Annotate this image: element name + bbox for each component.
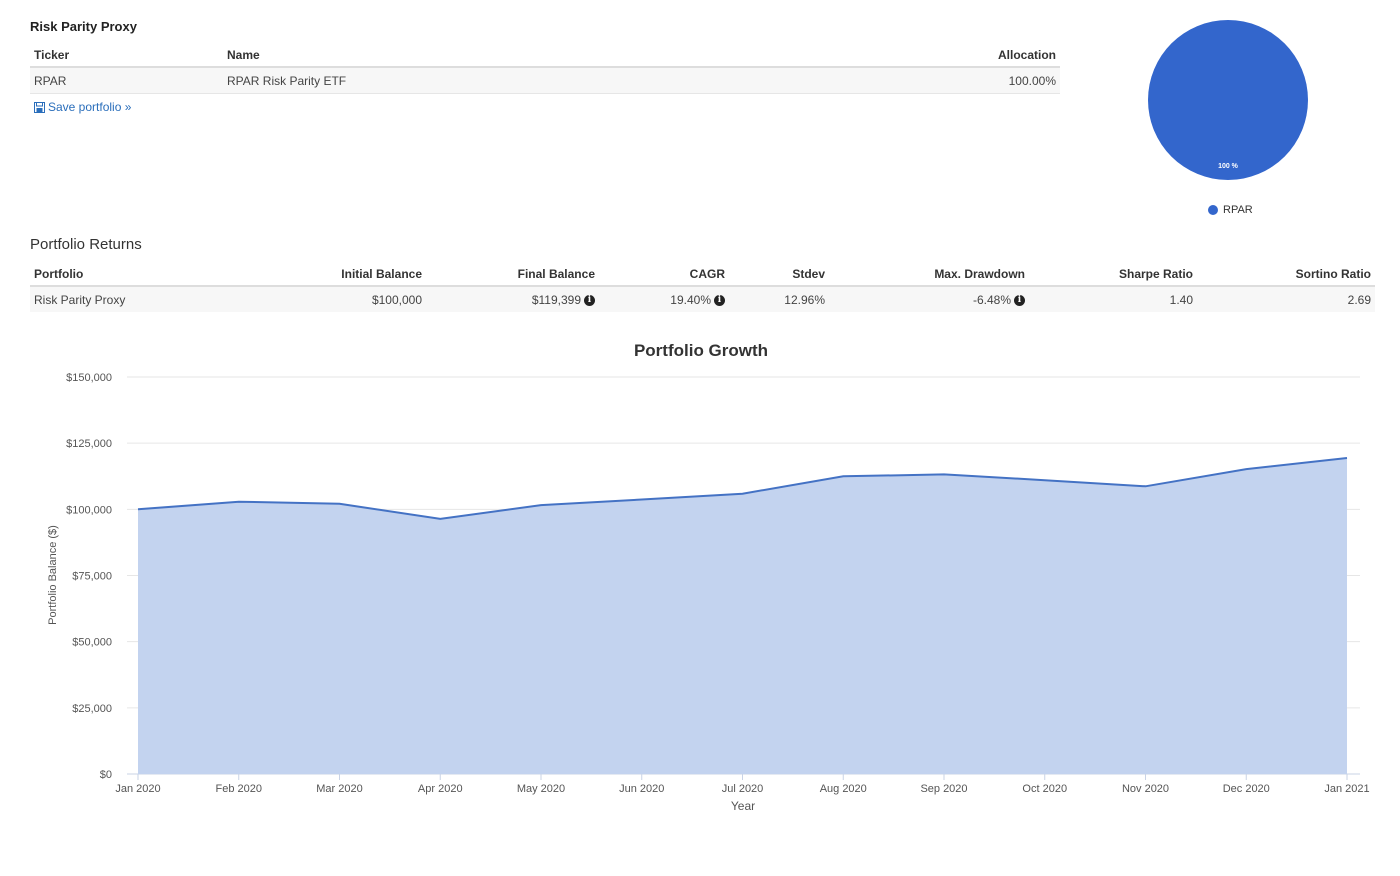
y-tick-label: $25,000 — [72, 703, 112, 715]
x-tick-label: Apr 2020 — [418, 783, 463, 795]
x-tick-label: May 2020 — [517, 783, 565, 795]
portfolio-title: Risk Parity Proxy — [30, 19, 137, 34]
x-tick-label: Oct 2020 — [1022, 783, 1067, 795]
x-tick-label: Jun 2020 — [619, 783, 664, 795]
x-tick-label: Mar 2020 — [316, 783, 362, 795]
pie-legend[interactable]: RPAR — [1208, 204, 1253, 216]
growth-area — [138, 458, 1347, 774]
y-tick-label: $50,000 — [72, 637, 112, 649]
name-cell: RPAR Risk Parity ETF — [223, 67, 774, 94]
y-tick-label: $150,000 — [66, 372, 112, 384]
cagr-value: 19.40% — [670, 292, 711, 307]
table-row: RPAR RPAR Risk Parity ETF 100.00% — [30, 67, 1060, 94]
y-axis-label: Portfolio Balance ($) — [47, 525, 59, 625]
growth-line[interactable] — [137, 457, 1348, 520]
portfolio-growth-chart: Portfolio Growth $0 $25,000 $50,000 $75,000… — [0, 330, 1400, 830]
chart-title: Portfolio Growth — [634, 341, 768, 360]
col-sortino: Sortino Ratio — [1197, 263, 1375, 287]
x-tick-label: Aug 2020 — [820, 783, 867, 795]
col-ticker: Ticker — [30, 44, 223, 68]
x-tick-label: Jan 2020 — [115, 783, 160, 795]
portfolio-cell: Risk Parity Proxy — [30, 286, 278, 312]
info-icon[interactable]: i — [1014, 294, 1025, 306]
legend-marker — [1208, 205, 1218, 215]
x-axis-label: Year — [731, 799, 755, 813]
y-tick-label: $125,000 — [66, 438, 112, 450]
x-tick-label: Jan 2021 — [1324, 783, 1369, 795]
info-icon[interactable]: i — [584, 294, 595, 306]
col-name: Name — [223, 44, 774, 68]
pie-slice-label: 100 % — [1218, 163, 1239, 170]
table-row: Risk Parity Proxy $100,000 $119,399 i 19.… — [30, 286, 1375, 312]
final-balance-cell: $119,399 i — [426, 286, 599, 312]
y-tick-label: $100,000 — [66, 504, 112, 516]
allocation-cell: 100.00% — [773, 67, 1060, 94]
col-stdev: Stdev — [729, 263, 829, 287]
max-drawdown-cell: -6.48% i — [829, 286, 1029, 312]
x-tick-label: Feb 2020 — [216, 783, 262, 795]
x-tick-label: Dec 2020 — [1223, 783, 1270, 795]
x-tick-label: Jul 2020 — [722, 783, 764, 795]
col-portfolio: Portfolio — [30, 263, 278, 287]
initial-balance-cell: $100,000 — [278, 286, 426, 312]
cagr-cell: 19.40% i — [599, 286, 729, 312]
x-tick-label: Sep 2020 — [920, 783, 967, 795]
pie-slice-rpar[interactable] — [1148, 20, 1308, 180]
x-tick-label: Nov 2020 — [1122, 783, 1169, 795]
save-portfolio-link[interactable]: Save portfolio » — [34, 100, 131, 114]
y-tick-label: $75,000 — [72, 571, 112, 583]
allocation-pie-chart: 100 % — [1140, 12, 1320, 222]
ticker-cell: RPAR — [30, 67, 223, 94]
col-sharpe: Sharpe Ratio — [1029, 263, 1197, 287]
save-portfolio-label[interactable]: Save portfolio » — [48, 100, 132, 114]
returns-table: Portfolio Initial Balance Final Balance … — [30, 263, 1375, 312]
col-allocation: Allocation — [773, 44, 1060, 68]
max-drawdown-value: -6.48% — [972, 292, 1011, 307]
sharpe-cell: 1.40 — [1029, 286, 1197, 312]
y-tick-label: $0 — [100, 769, 112, 781]
legend-label: RPAR — [1223, 204, 1253, 216]
returns-title: Portfolio Returns — [30, 236, 142, 253]
col-final-balance: Final Balance — [426, 263, 599, 287]
allocation-header-row: Ticker Name Allocation — [30, 44, 1060, 68]
returns-header-row: Portfolio Initial Balance Final Balance … — [30, 263, 1375, 287]
col-max-drawdown: Max. Drawdown — [829, 263, 1029, 287]
stdev-cell: 12.96% — [729, 286, 829, 312]
final-balance-value: $119,399 — [531, 292, 581, 307]
save-icon — [34, 101, 45, 113]
allocation-table: Ticker Name Allocation RPAR RPAR Risk Pa… — [30, 44, 1060, 94]
info-icon[interactable]: i — [714, 294, 725, 306]
col-initial-balance: Initial Balance — [278, 263, 426, 287]
sortino-cell: 2.69 — [1197, 286, 1375, 312]
col-cagr: CAGR — [599, 263, 729, 287]
